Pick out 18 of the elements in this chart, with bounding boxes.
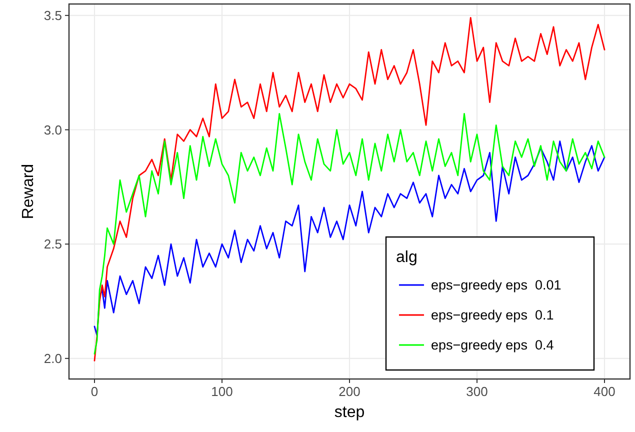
legend-label: eps−greedy eps 0.4	[431, 338, 554, 353]
y-tick-label: 2.5	[44, 236, 62, 252]
y-tick-label: 3.0	[44, 122, 62, 138]
y-tick-label: 2.0	[44, 350, 62, 366]
legend-label: eps−greedy eps 0.1	[431, 308, 554, 323]
line-series	[94, 113, 606, 355]
legend-title: alg	[396, 249, 418, 266]
y-tick-label: 3.5	[44, 8, 62, 23]
legend-label: eps−greedy eps 0.01	[431, 278, 562, 293]
y-axis-title: Reward	[20, 164, 37, 220]
x-tick-label: 100	[211, 384, 233, 399]
x-axis-title: step	[334, 404, 365, 421]
x-tick-label: 200	[338, 384, 360, 399]
x-tick-label: 0	[90, 384, 98, 399]
line-series	[94, 140, 606, 336]
x-tick-label: 400	[594, 384, 616, 399]
line-series	[94, 17, 606, 362]
x-tick-label: 300	[466, 384, 488, 399]
